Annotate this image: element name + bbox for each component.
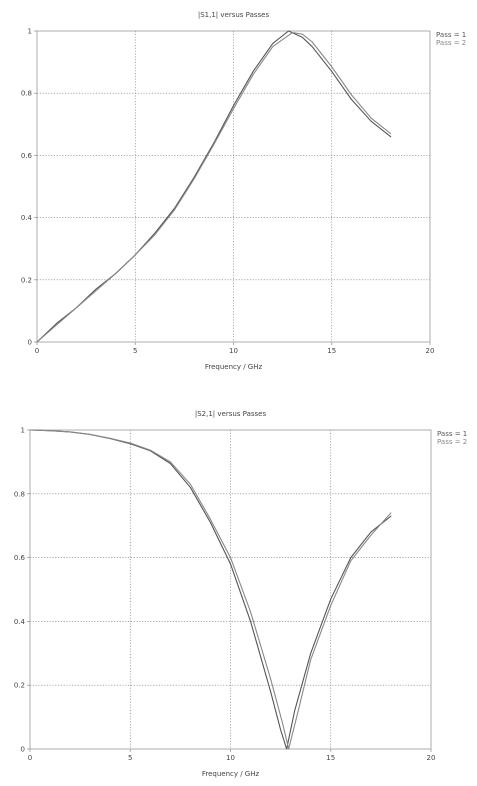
series-line-pass-2: [29, 429, 392, 750]
x-tick-label: 15: [326, 754, 335, 762]
x-tick-label: 5: [128, 754, 132, 762]
x-tick-label: 0: [28, 754, 32, 762]
y-tick-label: 0: [21, 746, 25, 754]
y-tick-label: 1: [28, 28, 32, 36]
y-tick-label: 0.8: [21, 90, 32, 98]
y-tick-label: 0.2: [14, 682, 25, 690]
legend-entry: Pass = 1: [437, 430, 467, 438]
y-tick-label: 0.2: [21, 276, 32, 284]
x-axis-label: Frequency / GHz: [202, 770, 260, 778]
chart-title: |S2,1| versus Passes: [195, 410, 267, 418]
series-line-pass-1: [36, 30, 392, 343]
y-tick-label: 0.4: [14, 618, 26, 626]
y-tick-label: 0: [28, 339, 32, 347]
y-tick-label: 1: [21, 427, 25, 435]
x-tick-label: 20: [427, 754, 436, 762]
x-tick-label: 10: [226, 754, 235, 762]
x-axis-label: Frequency / GHz: [205, 363, 263, 371]
series-line-pass-1: [29, 429, 392, 750]
y-tick-label: 0.4: [21, 214, 33, 222]
y-tick-label: 0.6: [14, 554, 26, 562]
x-tick-label: 5: [133, 347, 137, 355]
s11-chart: |S1,1| versus Passes 0 5 10 15 20 0 0.2 0.4 0.6 0.…: [21, 11, 466, 371]
series-line-pass-2: [36, 32, 392, 343]
x-tick-label: 0: [35, 347, 39, 355]
s21-chart: |S2,1| versus Passes 0 5 10 15 20 0 0.2 0.4 0.6 0.…: [14, 410, 467, 778]
y-tick-label: 0.8: [14, 490, 25, 498]
x-tick-label: 20: [426, 347, 435, 355]
x-tick-label: 10: [229, 347, 238, 355]
legend-entry: Pass = 1: [436, 31, 466, 39]
legend-entry: Pass = 2: [436, 39, 466, 47]
y-tick-label: 0.6: [21, 152, 33, 160]
x-tick-label: 15: [327, 347, 336, 355]
legend-entry: Pass = 2: [437, 438, 467, 446]
chart-title: |S1,1| versus Passes: [198, 11, 270, 19]
